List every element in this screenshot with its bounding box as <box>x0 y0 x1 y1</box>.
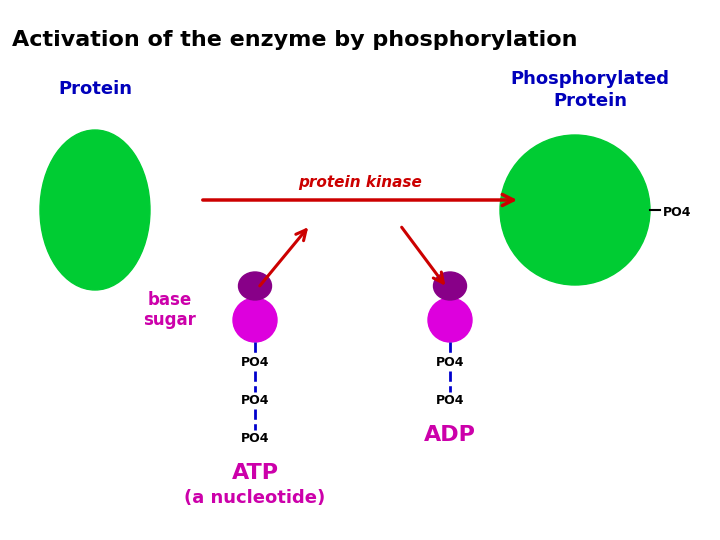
Text: (a nucleotide): (a nucleotide) <box>184 489 325 507</box>
Circle shape <box>428 298 472 342</box>
Ellipse shape <box>433 272 467 300</box>
Text: Phosphorylated: Phosphorylated <box>510 70 670 88</box>
Text: PO4: PO4 <box>240 355 269 368</box>
Text: ATP: ATP <box>232 463 279 483</box>
Circle shape <box>500 135 650 285</box>
Text: PO4: PO4 <box>436 394 464 407</box>
Text: protein kinase: protein kinase <box>298 175 422 190</box>
Text: base: base <box>148 291 192 309</box>
Ellipse shape <box>40 130 150 290</box>
Ellipse shape <box>238 272 271 300</box>
Text: sugar: sugar <box>143 311 197 329</box>
Text: PO4: PO4 <box>240 394 269 407</box>
Text: Protein: Protein <box>553 92 627 110</box>
Text: ADP: ADP <box>424 425 476 445</box>
Circle shape <box>233 298 277 342</box>
Text: Protein: Protein <box>58 80 132 98</box>
Text: PO4: PO4 <box>663 206 691 219</box>
Text: PO4: PO4 <box>240 431 269 444</box>
Text: PO4: PO4 <box>436 355 464 368</box>
Text: Activation of the enzyme by phosphorylation: Activation of the enzyme by phosphorylat… <box>12 30 577 50</box>
